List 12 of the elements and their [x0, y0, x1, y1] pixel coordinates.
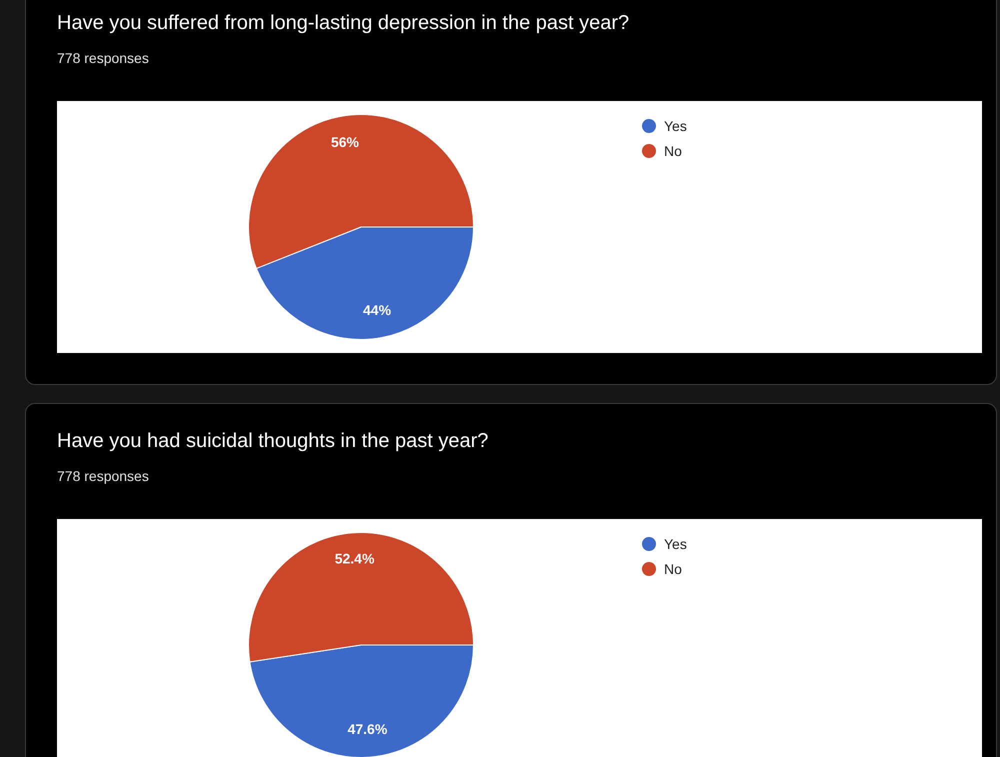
data-label: 47.6%: [348, 721, 388, 738]
chart-title: Have you suffered from long-lasting depression in the past year?: [57, 12, 630, 35]
legend-label: Yes: [664, 118, 687, 134]
legend-label: No: [664, 560, 682, 576]
data-label: 56%: [330, 134, 360, 150]
text: 778 responses: [57, 50, 149, 66]
data-label: 52.4%: [334, 550, 375, 567]
chart-title: Have you had suicidal thoughts in the past year?: [57, 430, 488, 453]
data-label: 44%: [363, 302, 392, 318]
text: 778 responses: [57, 468, 149, 484]
legend-label: No: [664, 142, 682, 158]
legend-label: Yes: [664, 536, 687, 552]
